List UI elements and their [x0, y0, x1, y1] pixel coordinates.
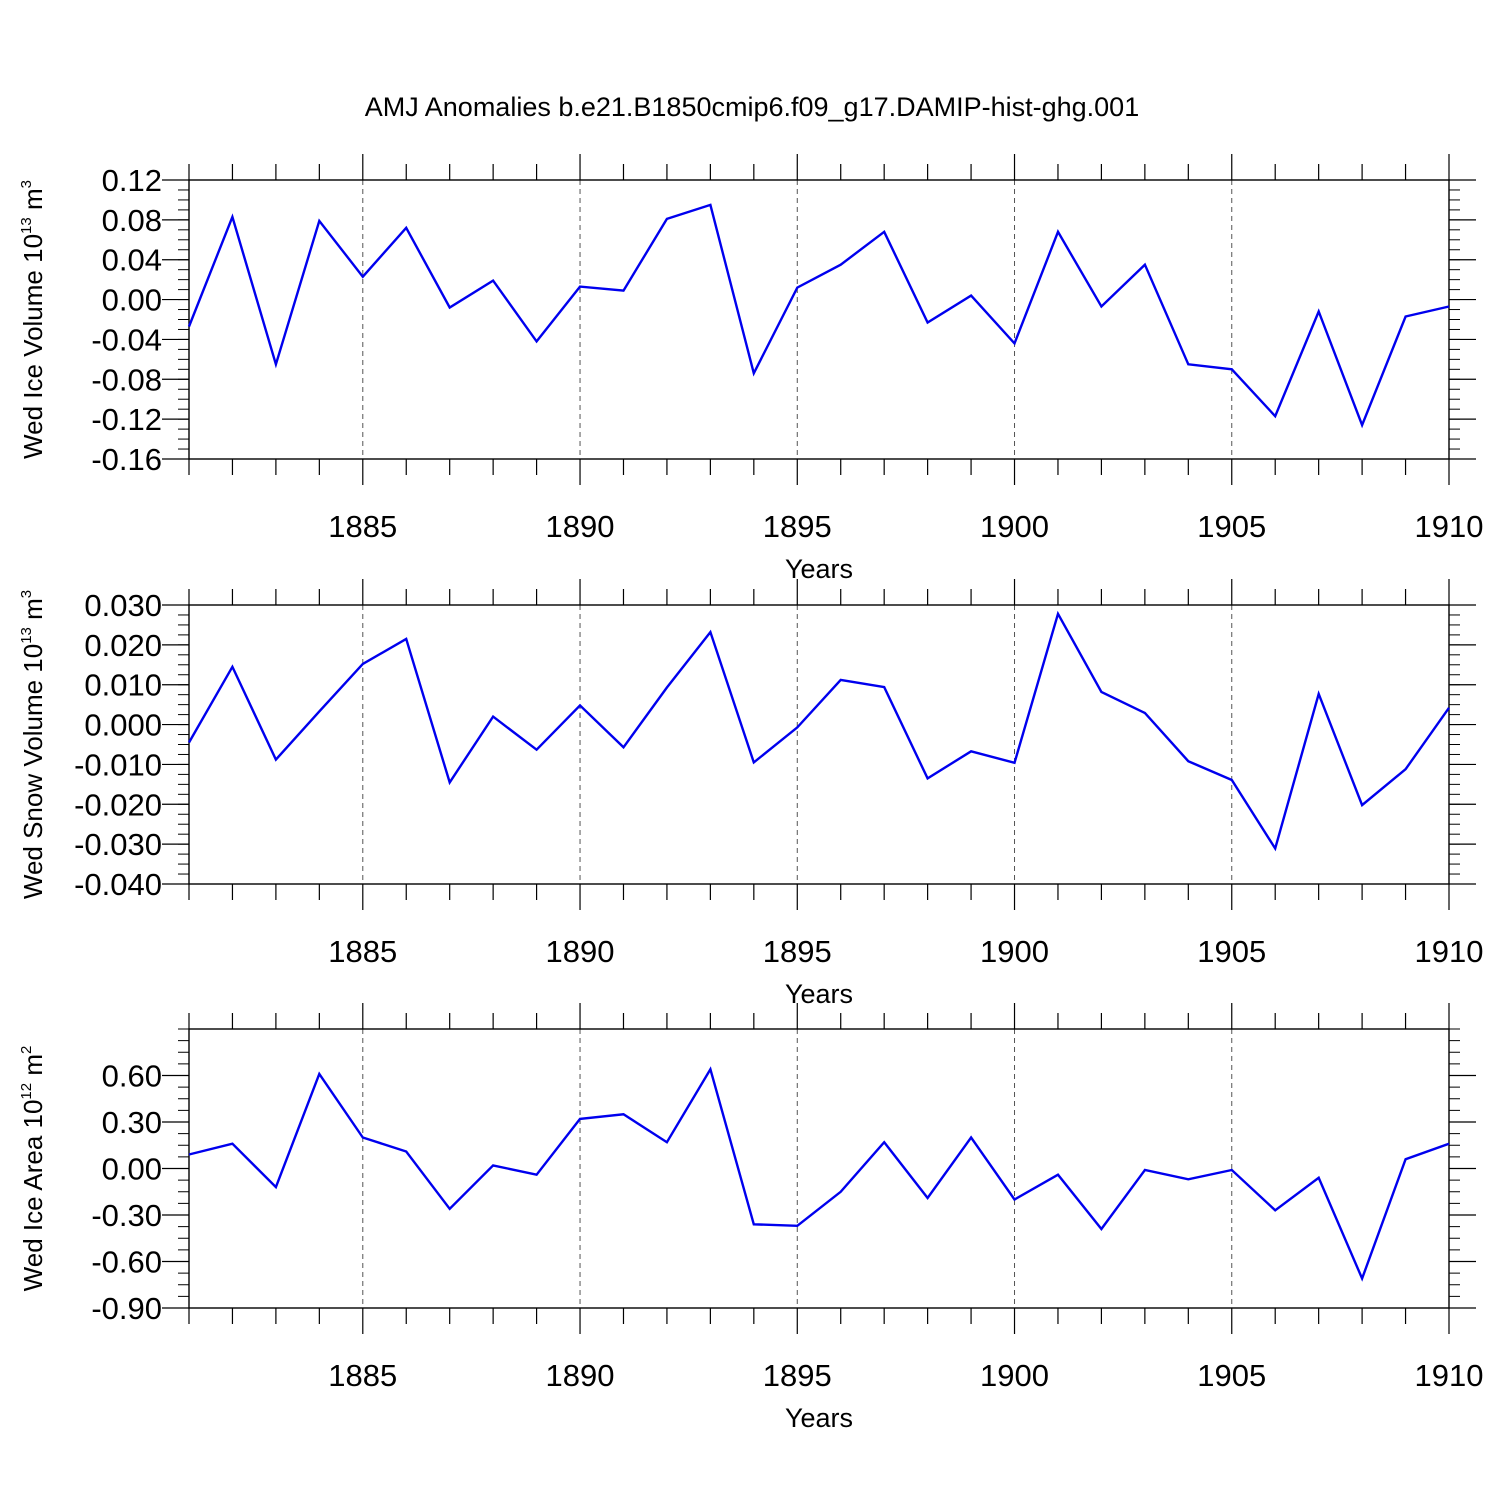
x-tick-label: 1910 — [1415, 1358, 1484, 1393]
y-axis-title-exponent: 13 — [18, 627, 35, 644]
y-tick-label: 0.12 — [102, 163, 162, 198]
y-tick-label: -0.08 — [91, 362, 162, 397]
x-tick-label: 1885 — [328, 509, 397, 544]
y-tick-label: -0.90 — [91, 1291, 162, 1326]
y-tick-label: -0.16 — [91, 442, 162, 477]
y-tick-label: 0.030 — [84, 588, 162, 623]
y-tick-label: 0.08 — [102, 203, 162, 238]
chart-panel-1: 0.12 0.08 0.04 0.00 -0.04 -0.08 -0.12 -0.16 1885… — [18, 154, 1483, 584]
y-tick-label: -0.60 — [91, 1245, 162, 1280]
x-tick-label: 1905 — [1197, 934, 1266, 969]
y-tick-label: 0.000 — [84, 708, 162, 743]
y-tick-label: 0.00 — [102, 1152, 162, 1187]
y-tick-label: 0.60 — [102, 1059, 162, 1094]
x-tick-label: 1890 — [546, 1358, 615, 1393]
y-tick-label: -0.010 — [74, 747, 162, 782]
y-axis-title-exponent: 3 — [18, 590, 35, 598]
y-axis-title-text: m — [18, 1054, 48, 1083]
x-tick-label: 1895 — [763, 934, 832, 969]
x-tick-label: 1900 — [980, 509, 1049, 544]
x-tick-label: 1905 — [1197, 1358, 1266, 1393]
y-tick-label: -0.30 — [91, 1198, 162, 1233]
y-axis-title-text: m — [18, 598, 48, 627]
y-axis-title: Wed Ice Area 1012 m2 — [18, 1046, 48, 1292]
y-axis-title-text: Wed Ice Area 10 — [18, 1100, 48, 1292]
x-tick-label: 1890 — [546, 509, 615, 544]
x-tick-label: 1890 — [546, 934, 615, 969]
plot-frame — [188, 1028, 1450, 1309]
x-tick-label: 1885 — [328, 1358, 397, 1393]
x-axis-title: Years — [785, 1403, 853, 1433]
x-tick-label: 1885 — [328, 934, 397, 969]
chart-panel-2: 0.030 0.020 0.010 0.000 -0.010 -0.020 -0.030 -0… — [18, 579, 1483, 1009]
plot-frame — [188, 179, 1450, 460]
y-tick-label: -0.030 — [74, 827, 162, 862]
y-axis-title-exponent: 3 — [18, 180, 35, 188]
series-line — [188, 1066, 1450, 1282]
x-axis-title: Years — [785, 979, 853, 1009]
series-line — [187, 610, 1450, 852]
x-tick-label: 1895 — [763, 509, 832, 544]
y-tick-label: 0.010 — [84, 668, 162, 703]
y-tick-label: -0.020 — [74, 787, 162, 822]
panels: 0.12 0.08 0.04 0.00 -0.04 -0.08 -0.12 -0.16 1885… — [18, 154, 1483, 1433]
y-tick-label: 0.30 — [102, 1105, 162, 1140]
y-axis-title: Wed Snow Volume 1013 m3 — [18, 590, 48, 899]
plot-frame — [188, 604, 1450, 885]
y-tick-label: 0.04 — [102, 243, 162, 278]
x-tick-label: 1905 — [1197, 509, 1266, 544]
y-tick-label: -0.04 — [91, 322, 162, 357]
figure-title: AMJ Anomalies b.e21.B1850cmip6.f09_g17.D… — [365, 92, 1139, 122]
y-tick-label: -0.040 — [74, 867, 162, 902]
y-axis-title-exponent: 12 — [18, 1083, 35, 1100]
y-axis-title-text: m — [18, 188, 48, 217]
x-tick-label: 1900 — [980, 934, 1049, 969]
y-axis-title-exponent: 13 — [18, 217, 35, 234]
x-axis-title: Years — [785, 554, 853, 584]
series-line — [187, 203, 1450, 429]
y-axis-title: Wed Ice Volume 1013 m3 — [18, 180, 48, 459]
y-axis-title-text: Wed Ice Volume 10 — [18, 234, 48, 459]
x-tick-label: 1900 — [980, 1358, 1049, 1393]
y-tick-label: 0.020 — [84, 628, 162, 663]
x-tick-label: 1910 — [1415, 934, 1484, 969]
x-tick-label: 1895 — [763, 1358, 832, 1393]
x-tick-label: 1910 — [1415, 509, 1484, 544]
y-axis-title-exponent: 2 — [18, 1046, 35, 1054]
chart-panel-3: 0.60 0.30 0.00 -0.30 -0.60 -0.90 1885 1890 1895 1… — [18, 1003, 1483, 1433]
y-tick-label: -0.12 — [91, 402, 162, 437]
y-tick-label: 0.00 — [102, 283, 162, 318]
y-axis-title-text: Wed Snow Volume 10 — [18, 644, 48, 899]
